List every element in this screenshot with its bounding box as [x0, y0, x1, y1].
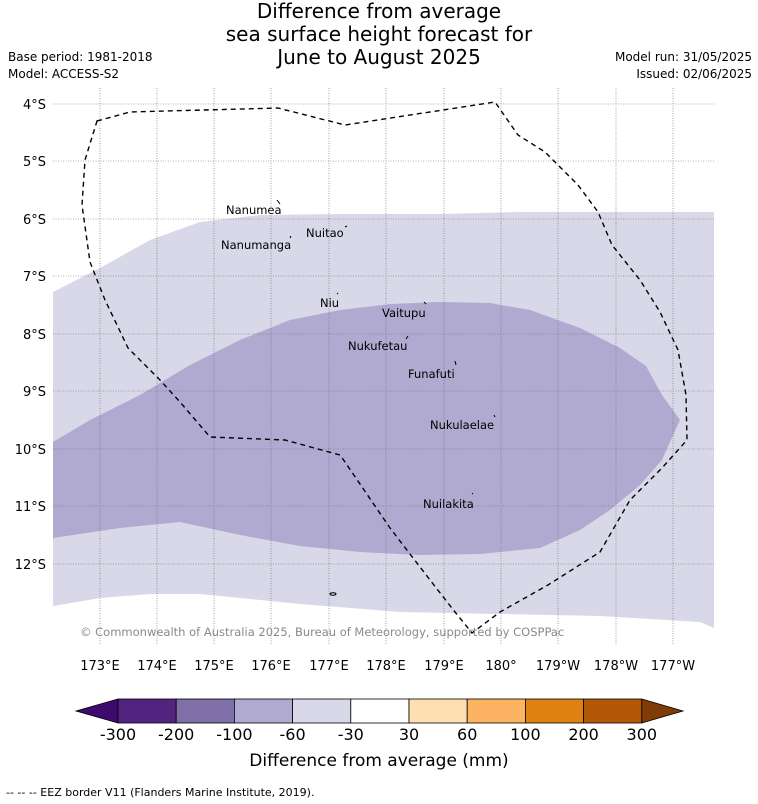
place-funafuti: Funafuti [408, 367, 455, 381]
colorbar-tick-label: -300 [99, 725, 137, 744]
lon-label: 173°E [80, 659, 120, 674]
colorbar-tick-label: 300 [626, 725, 658, 744]
meta-right: Model run: 31/05/2025 Issued: 02/06/2025 [615, 49, 752, 83]
lon-label: 178°E [366, 659, 406, 674]
island-nuitao [344, 225, 348, 228]
colorbar-segment [583, 698, 643, 724]
lat-label: 8°S [23, 328, 46, 343]
colorbar-tick-label: 200 [568, 725, 599, 744]
lon-label: 179°E [424, 659, 464, 674]
island-reef [329, 592, 337, 596]
lat-label: 12°S [15, 558, 46, 573]
island-marks [276, 199, 496, 596]
eez-legend-note: -- -- -- EEZ border V11 (Flanders Marine… [6, 786, 315, 799]
colorbar-segment [408, 698, 468, 724]
colorbar-title: Difference from average (mm) [249, 751, 509, 771]
title-line-1: Difference from average [256, 0, 502, 23]
lat-label: 9°S [23, 385, 46, 400]
band-minus60-minus100 [53, 302, 680, 555]
island-nuilakita [471, 492, 474, 495]
model-run: Model run: 31/05/2025 [614, 50, 752, 64]
lon-label: 174°E [137, 659, 177, 674]
lat-label: 7°S [23, 270, 46, 285]
colorbar-segment [350, 698, 410, 724]
issued-date: Issued: 02/06/2025 [636, 67, 752, 81]
chart-title: Difference from average sea surface heig… [0, 0, 758, 69]
colorbar-tick-label: 100 [510, 725, 541, 744]
colorbar-arrow-high [641, 698, 685, 724]
lon-label: 180° [485, 659, 516, 674]
island-vaitupu [423, 301, 427, 305]
colorbar [74, 698, 685, 724]
colorbar-tick-label: -200 [158, 725, 195, 744]
colorbar-tick-label: -60 [279, 725, 306, 744]
colorbar-arrow-low [74, 698, 119, 724]
title-line-2: sea surface height forecast for [225, 22, 533, 46]
island-funafuti [454, 360, 457, 366]
place-nanumea: Nanumea [226, 203, 282, 217]
lon-label: 178°W [594, 659, 638, 674]
place-niu: Niu [320, 296, 339, 310]
colorbar-tick-label: -30 [337, 725, 364, 744]
grid-lines [53, 88, 714, 645]
lon-label: 177°W [651, 659, 695, 674]
colorbar-tick-label: -100 [216, 725, 253, 744]
place-vaitupu: Vaitupu [382, 306, 426, 320]
base-period: Base period: 1981-2018 [8, 50, 153, 64]
lat-label: 11°S [15, 500, 46, 515]
lon-label: 176°E [251, 659, 291, 674]
place-nanumanga: Nanumanga [221, 238, 291, 252]
island-nukulaelae [493, 414, 496, 418]
colorbar-segment [233, 698, 293, 724]
model-name: Model: ACCESS-S2 [8, 67, 120, 81]
eez-border [81, 101, 688, 634]
place-nuitao: Nuitao [306, 226, 344, 240]
meta-left: Base period: 1981-2018 Model: ACCESS-S2 [8, 49, 153, 83]
colorbar-segment [525, 698, 585, 724]
title-line-3: June to August 2025 [277, 45, 481, 69]
colorbar-segment [466, 698, 526, 724]
colorbar-segment [117, 698, 177, 724]
island-nanumanga [289, 235, 292, 239]
lat-label: 10°S [15, 443, 46, 458]
place-nukufetau: Nukufetau [348, 339, 407, 353]
island-nanumea [276, 199, 281, 205]
colorbar-tick-label: 30 [398, 725, 420, 744]
lat-label: 4°S [23, 98, 46, 113]
lat-label: 6°S [23, 213, 46, 228]
lon-label: 175°E [194, 659, 234, 674]
place-nukulaelae: Nukulaelae [430, 418, 494, 432]
copyright-text: © Commonwealth of Australia 2025, Bureau… [80, 625, 564, 639]
island-niu [336, 292, 339, 295]
colorbar-segment [292, 698, 352, 724]
colorbar-tick-label: 60 [457, 725, 478, 744]
lon-label: 179°W [536, 659, 580, 674]
lat-label: 5°S [23, 155, 46, 170]
colorbar-segment [175, 698, 235, 724]
place-nuilakita: Nuilakita [423, 497, 474, 511]
island-nukufetau [405, 335, 409, 340]
lon-label: 177°E [309, 659, 349, 674]
